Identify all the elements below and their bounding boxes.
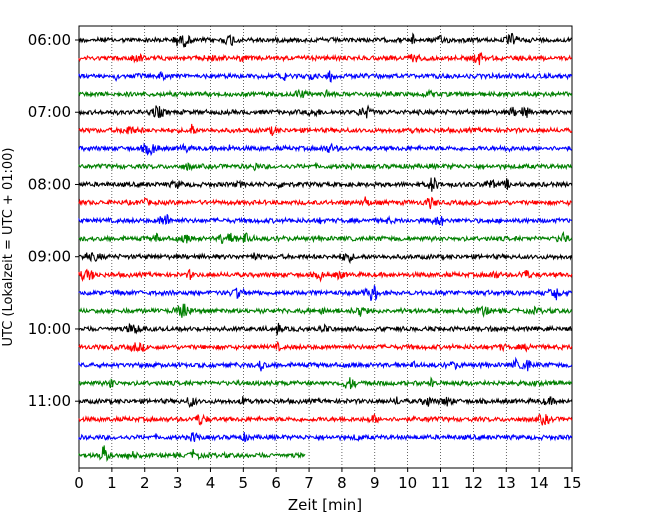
- trace-0900: [78, 252, 573, 265]
- trace-0745: [78, 161, 573, 172]
- seismic-traces: [78, 32, 573, 463]
- trace-0615: [78, 51, 573, 66]
- y-axis-ticks: 06:00 07:00 08:00 09:00 10:00 11:00: [28, 31, 79, 410]
- x-tick-label: 9: [370, 474, 380, 492]
- x-tick-label: 4: [206, 474, 216, 492]
- trace-0630: [78, 70, 573, 83]
- trace-0830: [78, 214, 573, 226]
- y-tick-label: 07:00: [28, 103, 71, 121]
- trace-0930: [78, 285, 573, 302]
- y-axis-label: UTC (Lokalzeit = UTC + 01:00): [1, 148, 16, 347]
- trace-1145: [78, 445, 306, 463]
- trace-0800: [78, 177, 573, 192]
- x-tick-label: 6: [271, 474, 281, 492]
- trace-1115: [78, 413, 573, 426]
- y-tick-label: 09:00: [28, 248, 71, 266]
- y-tick-label: 11:00: [28, 392, 71, 410]
- x-tick-label: 12: [464, 474, 483, 492]
- trace-0945: [78, 303, 573, 318]
- x-axis-label: Zeit [min]: [288, 496, 362, 514]
- x-tick-label: 13: [497, 474, 516, 492]
- x-tick-label: 15: [562, 474, 581, 492]
- trace-1030: [78, 356, 573, 372]
- x-axis-ticks: 0 1 2 3 4 5 6 7 8 9 10 11 12 13 14 15: [74, 468, 582, 492]
- trace-1000: [78, 322, 573, 336]
- x-tick-label: 8: [337, 474, 347, 492]
- trace-1100: [78, 396, 573, 408]
- x-tick-label: 14: [530, 474, 549, 492]
- y-tick-label: 10:00: [28, 320, 71, 338]
- x-tick-label: 7: [304, 474, 314, 492]
- trace-1130: [78, 431, 573, 443]
- trace-1015: [78, 340, 573, 353]
- trace-0915: [78, 268, 573, 283]
- trace-0730: [78, 142, 573, 157]
- x-tick-label: 5: [239, 474, 249, 492]
- y-tick-label: 08:00: [28, 175, 71, 193]
- x-tick-label: 11: [431, 474, 450, 492]
- x-tick-label: 2: [140, 474, 150, 492]
- trace-0845: [78, 231, 573, 244]
- plot-frame: [78, 25, 573, 469]
- trace-0815: [78, 196, 573, 210]
- x-tick-label: 10: [398, 474, 417, 492]
- trace-0600: [78, 32, 572, 48]
- trace-0700: [78, 104, 573, 119]
- y-tick-label: 06:00: [28, 31, 71, 49]
- trace-0645: [78, 88, 573, 99]
- x-tick-label: 3: [173, 474, 183, 492]
- trace-1045: [78, 376, 573, 390]
- x-tick-label: 0: [74, 474, 84, 492]
- x-tick-label: 1: [107, 474, 117, 492]
- trace-0715: [78, 123, 573, 137]
